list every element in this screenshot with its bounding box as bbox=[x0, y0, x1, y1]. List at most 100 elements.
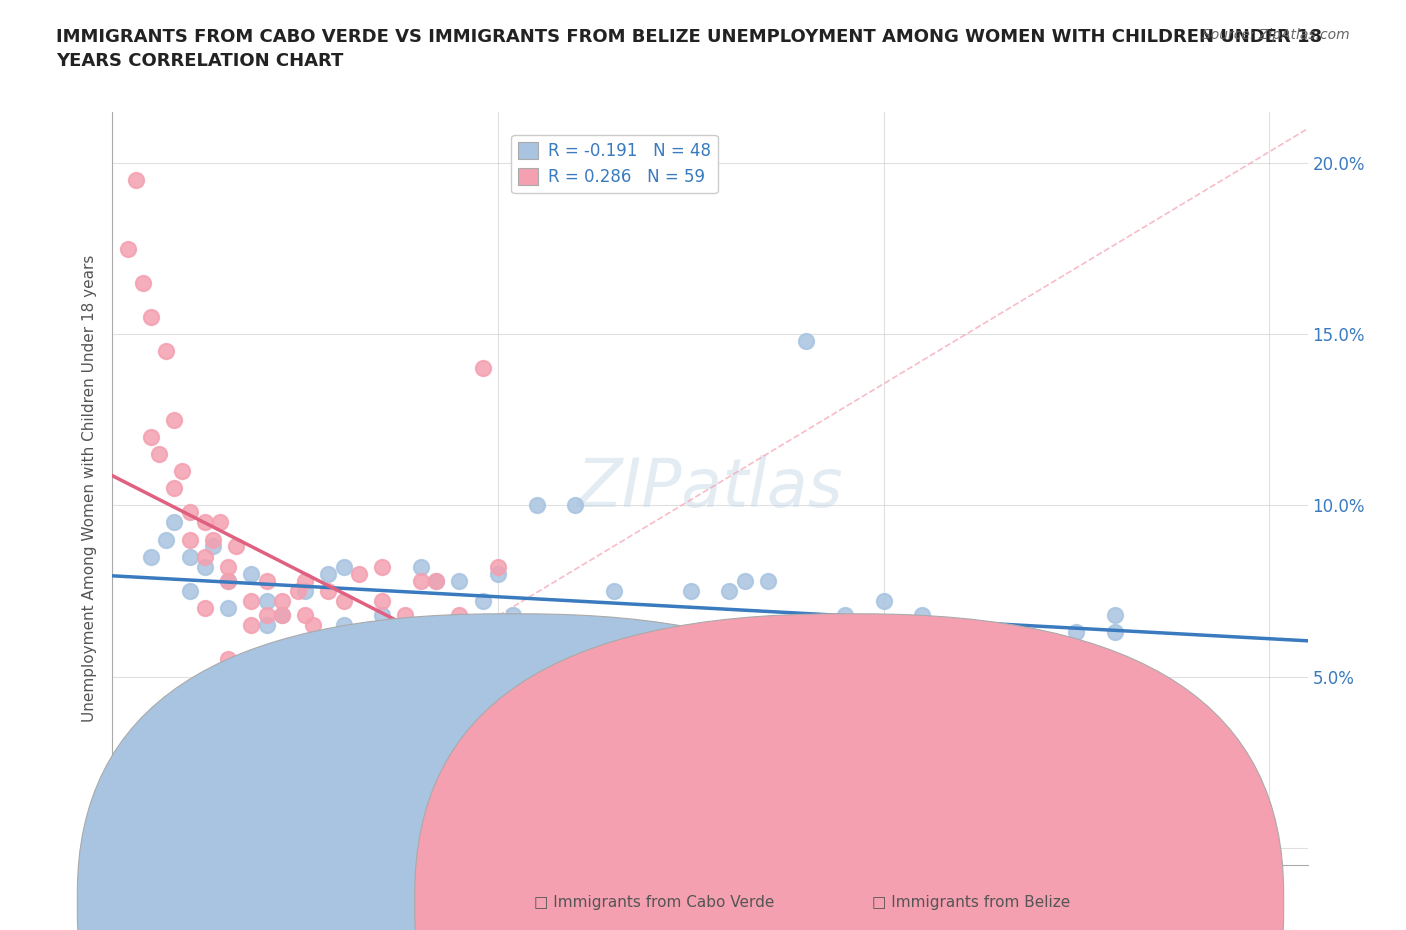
Point bbox=[718, 583, 741, 598]
Point bbox=[287, 583, 309, 598]
Point bbox=[271, 607, 294, 622]
Point bbox=[163, 412, 186, 427]
Point bbox=[194, 515, 217, 530]
Point bbox=[179, 532, 201, 547]
Point bbox=[124, 173, 146, 188]
Text: IMMIGRANTS FROM CABO VERDE VS IMMIGRANTS FROM BELIZE UNEMPLOYMENT AMONG WOMEN WI: IMMIGRANTS FROM CABO VERDE VS IMMIGRANTS… bbox=[56, 28, 1323, 70]
Point bbox=[333, 560, 356, 575]
Point bbox=[911, 607, 934, 622]
Point bbox=[318, 566, 340, 581]
Point bbox=[449, 573, 471, 588]
Point bbox=[294, 662, 316, 677]
FancyBboxPatch shape bbox=[77, 614, 946, 930]
Point bbox=[756, 573, 779, 588]
Point bbox=[526, 703, 548, 718]
Point bbox=[872, 737, 894, 752]
Point bbox=[834, 607, 856, 622]
Point bbox=[155, 344, 177, 359]
Point bbox=[179, 789, 201, 804]
Point bbox=[256, 594, 278, 609]
Point bbox=[294, 573, 316, 588]
Point bbox=[217, 560, 239, 575]
Point bbox=[1104, 625, 1126, 640]
Point bbox=[471, 361, 494, 376]
Point bbox=[294, 583, 316, 598]
Point bbox=[1026, 635, 1049, 650]
Point bbox=[371, 594, 394, 609]
Point bbox=[271, 594, 294, 609]
Point bbox=[155, 532, 177, 547]
Point bbox=[486, 566, 509, 581]
Point bbox=[318, 583, 340, 598]
Text: □ Immigrants from Belize: □ Immigrants from Belize bbox=[872, 895, 1070, 910]
Point bbox=[217, 601, 239, 616]
Text: 0.0%: 0.0% bbox=[91, 879, 134, 897]
Point bbox=[256, 607, 278, 622]
Y-axis label: Unemployment Among Women with Children Under 18 years: Unemployment Among Women with Children U… bbox=[82, 255, 97, 722]
Point bbox=[201, 532, 224, 547]
Point bbox=[872, 594, 894, 609]
Point bbox=[564, 498, 586, 512]
Point bbox=[526, 498, 548, 512]
Point bbox=[139, 430, 162, 445]
Point bbox=[602, 583, 624, 598]
Point bbox=[449, 697, 471, 711]
Point bbox=[209, 515, 232, 530]
Point bbox=[347, 635, 370, 650]
Point bbox=[163, 755, 186, 770]
Point bbox=[409, 560, 432, 575]
Point bbox=[347, 652, 370, 667]
Point bbox=[217, 652, 239, 667]
Point bbox=[394, 721, 416, 736]
Point bbox=[394, 607, 416, 622]
Point bbox=[271, 607, 294, 622]
Point bbox=[217, 573, 239, 588]
Point bbox=[371, 607, 394, 622]
Point bbox=[256, 652, 278, 667]
Point bbox=[679, 583, 702, 598]
Point bbox=[139, 550, 162, 565]
Text: Source: ZipAtlas.com: Source: ZipAtlas.com bbox=[1202, 28, 1350, 42]
Point bbox=[1104, 607, 1126, 622]
Point bbox=[486, 560, 509, 575]
Point bbox=[240, 662, 263, 677]
Text: ZIPatlas: ZIPatlas bbox=[576, 456, 844, 521]
Point bbox=[225, 539, 247, 554]
Point bbox=[486, 635, 509, 650]
Point bbox=[139, 310, 162, 325]
Point bbox=[449, 607, 471, 622]
Point bbox=[409, 686, 432, 701]
Point bbox=[1064, 625, 1087, 640]
Point bbox=[425, 573, 447, 588]
Point bbox=[409, 573, 432, 588]
Legend: R = -0.191   N = 48, R = 0.286   N = 59: R = -0.191 N = 48, R = 0.286 N = 59 bbox=[512, 135, 717, 193]
Point bbox=[347, 566, 370, 581]
Point bbox=[734, 573, 756, 588]
Point bbox=[294, 635, 316, 650]
Point bbox=[148, 446, 170, 461]
Point bbox=[194, 560, 217, 575]
Point bbox=[163, 481, 186, 496]
Point bbox=[302, 618, 325, 632]
Point bbox=[333, 594, 356, 609]
Point bbox=[502, 607, 524, 622]
Point bbox=[486, 686, 509, 701]
Point bbox=[179, 505, 201, 520]
Point bbox=[471, 594, 494, 609]
Point bbox=[641, 703, 664, 718]
Point bbox=[371, 676, 394, 691]
Point bbox=[294, 607, 316, 622]
Point bbox=[240, 618, 263, 632]
Point bbox=[949, 642, 972, 657]
Point bbox=[564, 652, 586, 667]
Point bbox=[179, 550, 201, 565]
Point bbox=[425, 573, 447, 588]
Point bbox=[256, 573, 278, 588]
Point bbox=[1064, 642, 1087, 657]
Text: □ Immigrants from Cabo Verde: □ Immigrants from Cabo Verde bbox=[534, 895, 775, 910]
Point bbox=[318, 635, 340, 650]
Point bbox=[170, 464, 193, 479]
Point bbox=[163, 515, 186, 530]
Point bbox=[194, 550, 217, 565]
Point bbox=[201, 539, 224, 554]
